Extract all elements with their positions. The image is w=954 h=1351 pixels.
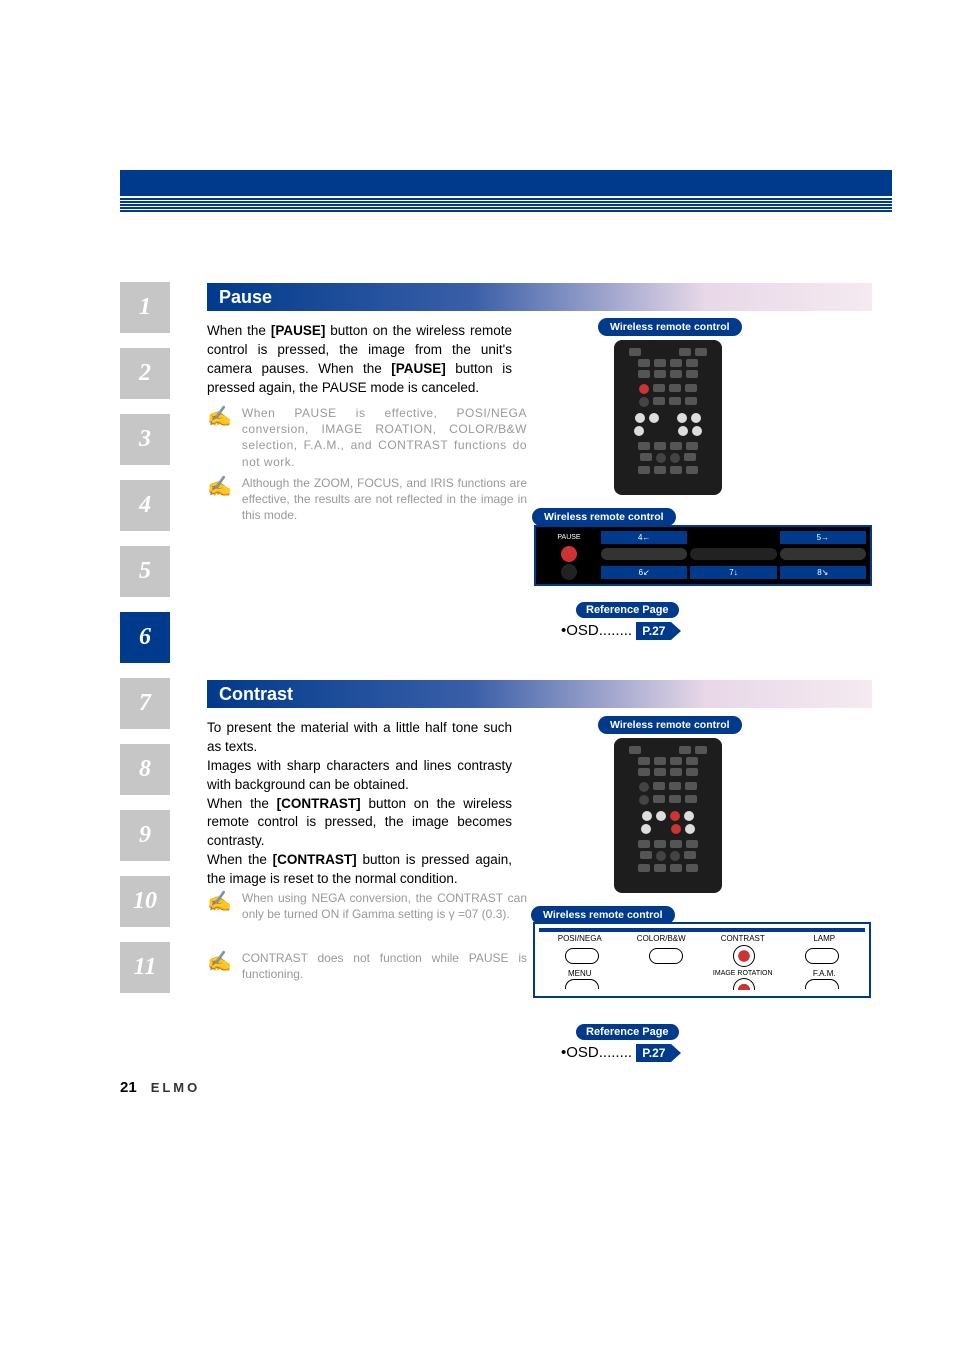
pause-note-1: ✍ When PAUSE is effective, POSI/NEGA con… bbox=[207, 405, 527, 470]
pause-keyword-1: [PAUSE] bbox=[271, 323, 326, 338]
remote-button bbox=[733, 978, 755, 990]
page-footer: 21 ELMO bbox=[120, 1079, 200, 1096]
contrast-note-2: ✍ CONTRAST does not function while PAUSE… bbox=[207, 950, 527, 982]
tab-11[interactable]: 11 bbox=[120, 942, 170, 993]
remote-button bbox=[805, 979, 839, 989]
text: When the bbox=[207, 852, 273, 867]
pause-heading: Pause bbox=[207, 283, 872, 311]
note-icon: ✍ bbox=[207, 950, 232, 982]
contrast-keyword-1: [CONTRAST] bbox=[277, 796, 361, 811]
reference-osd: •OSD........ P.27 bbox=[561, 1044, 671, 1062]
manual-page: 1 2 3 4 5 6 7 8 9 10 11 Pause When the [… bbox=[0, 0, 954, 1351]
reference-osd: •OSD........ P.27 bbox=[561, 622, 671, 640]
note-text: When PAUSE is effective, POSI/NEGA conve… bbox=[242, 405, 527, 470]
hl-label: F.A.M. bbox=[784, 969, 866, 978]
pause-note-2: ✍ Although the ZOOM, FOCUS, and IRIS fun… bbox=[207, 475, 527, 524]
note-text: CONTRAST does not function while PAUSE i… bbox=[242, 950, 527, 982]
pause-button-icon bbox=[561, 546, 577, 562]
hl-btn-5: 5→ bbox=[780, 531, 866, 544]
page-number: 21 bbox=[120, 1079, 137, 1096]
ref-text: •OSD........ bbox=[561, 622, 632, 639]
hl-btn-8: 8↘ bbox=[780, 566, 866, 579]
pause-keyword-2: [PAUSE] bbox=[391, 361, 446, 376]
note-text: When using NEGA conversion, the CONTRAST… bbox=[242, 890, 527, 922]
remote-button bbox=[565, 948, 599, 964]
note-icon: ✍ bbox=[207, 475, 232, 524]
wireless-remote-label-hl: Wireless remote control bbox=[532, 508, 676, 526]
contrast-note-1: ✍ When using NEGA conversion, the CONTRA… bbox=[207, 890, 527, 922]
hl-label: CONTRAST bbox=[702, 934, 784, 943]
contrast-keyword-2: [CONTRAST] bbox=[273, 852, 357, 867]
wireless-remote-label: Wireless remote control bbox=[598, 318, 742, 336]
text: When the bbox=[207, 796, 277, 811]
tab-3[interactable]: 3 bbox=[120, 414, 170, 465]
contrast-body: To present the material with a little ha… bbox=[207, 719, 512, 889]
pause-body: When the [PAUSE] button on the wireless … bbox=[207, 322, 512, 398]
hl-btn-7: 7↓ bbox=[690, 566, 776, 579]
spacer bbox=[649, 979, 683, 989]
remote-button bbox=[601, 548, 687, 560]
contrast-button-icon bbox=[733, 945, 755, 967]
contrast-heading: Contrast bbox=[207, 680, 872, 708]
tab-10[interactable]: 10 bbox=[120, 876, 170, 927]
hl-label-pause: PAUSE bbox=[540, 534, 598, 541]
remote-highlight-contrast: POSI/NEGA COLOR/B&W CONTRAST LAMP MENU I… bbox=[533, 922, 871, 998]
text: When the bbox=[207, 323, 271, 338]
remote-illustration bbox=[614, 738, 722, 893]
remote-button bbox=[805, 948, 839, 964]
hl-label: MENU bbox=[539, 969, 621, 978]
tab-2[interactable]: 2 bbox=[120, 348, 170, 399]
tab-4[interactable]: 4 bbox=[120, 480, 170, 531]
page-ref-badge[interactable]: P.27 bbox=[636, 1044, 671, 1062]
wireless-remote-label: Wireless remote control bbox=[598, 716, 742, 734]
reference-page-label: Reference Page bbox=[576, 602, 679, 618]
ref-text: •OSD........ bbox=[561, 1044, 632, 1061]
hl-label: IMAGE ROTATION bbox=[702, 970, 784, 977]
elmo-logo: ELMO bbox=[151, 1080, 201, 1095]
tab-8[interactable]: 8 bbox=[120, 744, 170, 795]
tab-5[interactable]: 5 bbox=[120, 546, 170, 597]
remote-button bbox=[649, 948, 683, 964]
header-bar bbox=[120, 170, 892, 212]
remote-button bbox=[690, 548, 776, 560]
page-ref-badge[interactable]: P.27 bbox=[636, 622, 671, 640]
text: Images with sharp characters and lines c… bbox=[207, 758, 512, 792]
tab-7[interactable]: 7 bbox=[120, 678, 170, 729]
remote-button bbox=[780, 548, 866, 560]
hl-btn-6: 6↙ bbox=[601, 566, 687, 579]
remote-illustration bbox=[614, 340, 722, 495]
hl-label: COLOR/B&W bbox=[621, 934, 703, 943]
tab-1[interactable]: 1 bbox=[120, 282, 170, 333]
note-icon: ✍ bbox=[207, 405, 232, 470]
hl-btn-4: 4← bbox=[601, 531, 687, 544]
hl-label: POSI/NEGA bbox=[539, 934, 621, 943]
note-icon: ✍ bbox=[207, 890, 232, 922]
tab-6[interactable]: 6 bbox=[120, 612, 170, 663]
remote-button bbox=[561, 564, 577, 580]
hl-label: LAMP bbox=[784, 934, 866, 943]
note-text: Although the ZOOM, FOCUS, and IRIS funct… bbox=[242, 475, 527, 524]
remote-button bbox=[565, 979, 599, 989]
remote-highlight-pause: PAUSE 4← 5→ 6↙ 7↓ 8↘ bbox=[534, 525, 872, 586]
reference-page-label: Reference Page bbox=[576, 1024, 679, 1040]
text: To present the material with a little ha… bbox=[207, 720, 512, 754]
tab-9[interactable]: 9 bbox=[120, 810, 170, 861]
spacer bbox=[690, 536, 776, 540]
chapter-tabs: 1 2 3 4 5 6 7 8 9 10 11 bbox=[120, 282, 170, 1008]
